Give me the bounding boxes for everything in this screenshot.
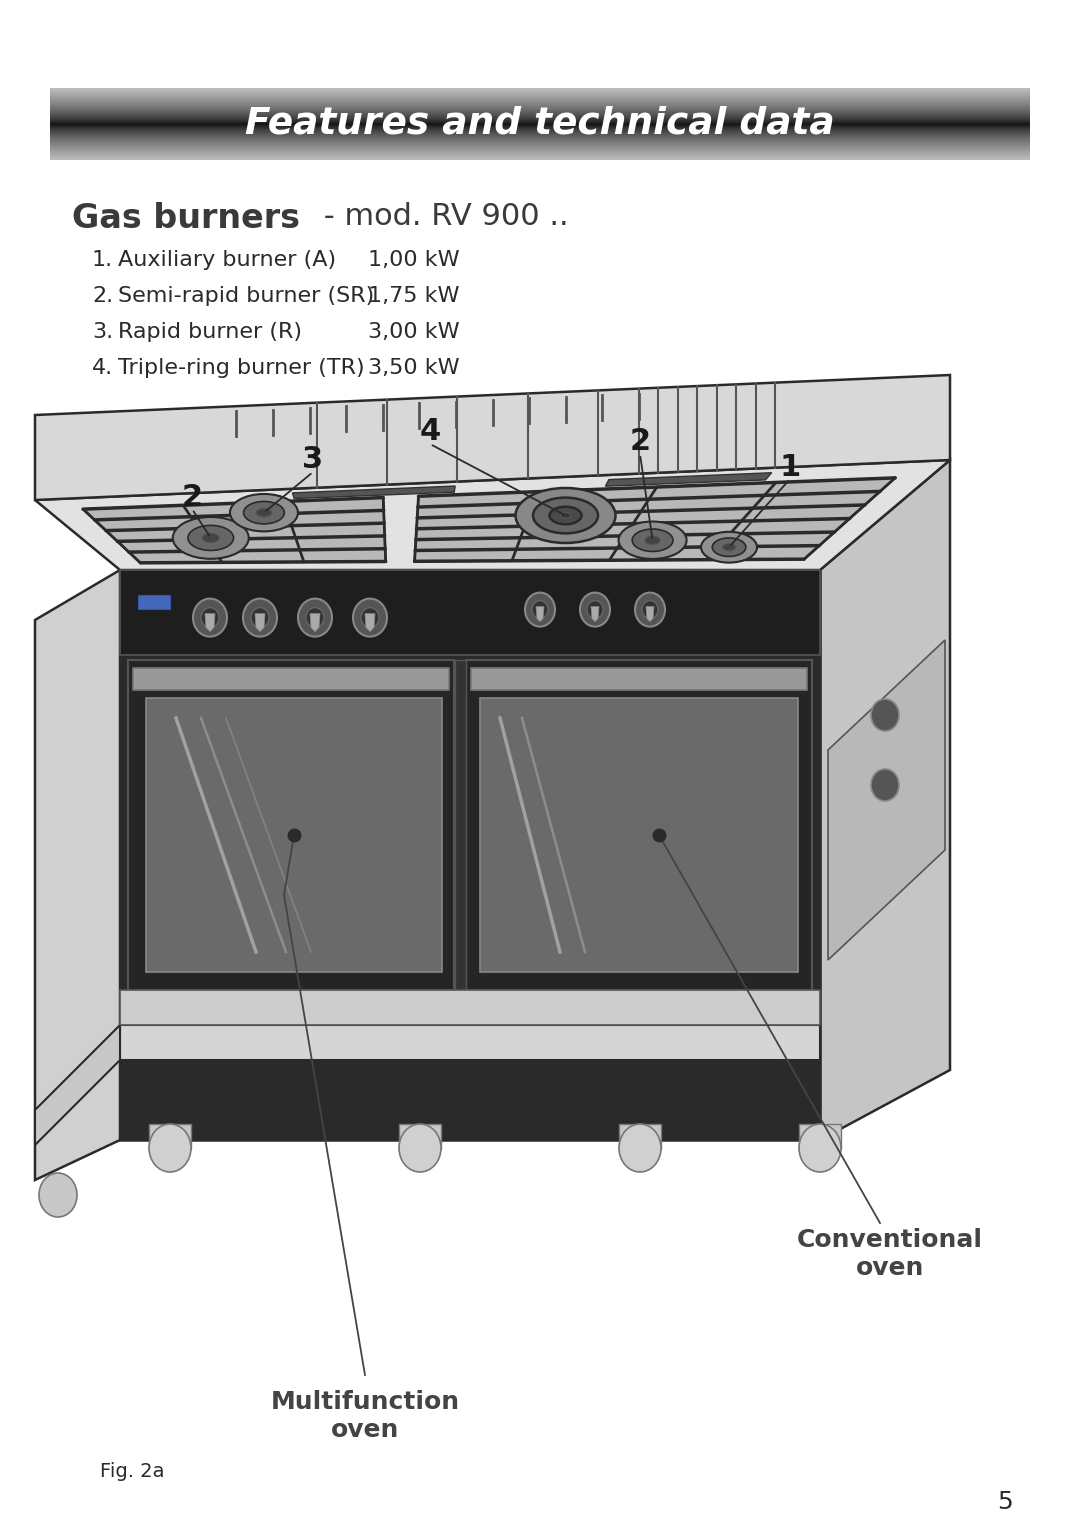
Ellipse shape: [244, 501, 284, 524]
Ellipse shape: [188, 525, 233, 550]
Ellipse shape: [632, 529, 673, 552]
Ellipse shape: [399, 1124, 441, 1172]
Bar: [133, 668, 449, 689]
Text: 2: 2: [181, 483, 203, 512]
Ellipse shape: [149, 1124, 191, 1172]
Polygon shape: [83, 498, 386, 562]
Ellipse shape: [201, 608, 219, 628]
Text: 3.: 3.: [92, 322, 113, 342]
Text: Gas burners: Gas burners: [72, 202, 300, 234]
Text: 1.: 1.: [92, 250, 113, 270]
Bar: [471, 668, 807, 689]
Polygon shape: [606, 473, 772, 486]
Ellipse shape: [701, 532, 757, 562]
Ellipse shape: [635, 593, 665, 627]
Ellipse shape: [561, 513, 570, 518]
Polygon shape: [310, 614, 320, 631]
Ellipse shape: [550, 507, 581, 524]
Text: 3,50 kW: 3,50 kW: [368, 358, 460, 378]
Bar: [138, 594, 170, 610]
Polygon shape: [646, 607, 654, 622]
Text: 1,00 kW: 1,00 kW: [368, 250, 460, 270]
Ellipse shape: [712, 538, 746, 556]
Bar: [120, 1025, 820, 1060]
Polygon shape: [35, 375, 950, 499]
Ellipse shape: [532, 601, 548, 619]
Ellipse shape: [361, 608, 379, 628]
Polygon shape: [828, 640, 945, 961]
Polygon shape: [365, 614, 375, 631]
Bar: [120, 990, 820, 1025]
Bar: [129, 660, 454, 990]
Ellipse shape: [251, 608, 269, 628]
Text: Fig. 2a: Fig. 2a: [100, 1462, 164, 1481]
Polygon shape: [536, 607, 544, 622]
Text: - mod. RV 900 ..: - mod. RV 900 ..: [314, 202, 569, 231]
Ellipse shape: [256, 509, 271, 516]
Polygon shape: [35, 570, 120, 1180]
Ellipse shape: [243, 599, 276, 637]
Polygon shape: [415, 478, 895, 561]
Ellipse shape: [230, 493, 298, 532]
Ellipse shape: [298, 599, 332, 637]
Polygon shape: [35, 460, 950, 570]
Text: Semi-rapid burner (SR): Semi-rapid burner (SR): [118, 286, 375, 306]
Ellipse shape: [642, 601, 658, 619]
Text: Triple-ring burner (TR): Triple-ring burner (TR): [118, 358, 365, 378]
Ellipse shape: [39, 1174, 77, 1216]
Ellipse shape: [173, 516, 248, 559]
Bar: [146, 699, 442, 971]
Ellipse shape: [202, 533, 219, 542]
Ellipse shape: [534, 498, 598, 533]
Ellipse shape: [353, 599, 387, 637]
Bar: [399, 1124, 441, 1149]
Ellipse shape: [193, 599, 227, 637]
Text: 3,00 kW: 3,00 kW: [368, 322, 460, 342]
Bar: [455, 660, 465, 990]
Ellipse shape: [723, 544, 735, 550]
Polygon shape: [591, 607, 599, 622]
Ellipse shape: [525, 593, 555, 627]
Ellipse shape: [645, 536, 660, 544]
Text: Rapid burner (R): Rapid burner (R): [118, 322, 302, 342]
Ellipse shape: [870, 769, 899, 801]
Bar: [799, 1124, 841, 1149]
Ellipse shape: [799, 1124, 841, 1172]
Text: 2: 2: [630, 427, 650, 457]
Text: 5: 5: [997, 1491, 1013, 1514]
Ellipse shape: [870, 699, 899, 731]
Polygon shape: [120, 570, 820, 1140]
Ellipse shape: [588, 601, 603, 619]
Text: 2.: 2.: [92, 286, 113, 306]
Text: 4: 4: [419, 418, 441, 446]
Polygon shape: [255, 614, 265, 631]
Bar: [120, 570, 820, 656]
Text: Conventional
oven: Conventional oven: [797, 1229, 983, 1279]
Text: Auxiliary burner (A): Auxiliary burner (A): [118, 250, 336, 270]
Text: 1: 1: [780, 452, 800, 481]
Text: Multifunction
oven: Multifunction oven: [270, 1390, 460, 1442]
Ellipse shape: [306, 608, 324, 628]
Polygon shape: [35, 1025, 120, 1144]
Polygon shape: [820, 460, 950, 1140]
Text: 1,75 kW: 1,75 kW: [368, 286, 459, 306]
Ellipse shape: [515, 489, 616, 542]
Text: 4.: 4.: [92, 358, 113, 378]
Text: Features and technical data: Features and technical data: [245, 106, 835, 142]
Bar: [149, 1124, 191, 1149]
Bar: [480, 699, 798, 971]
Bar: [465, 660, 812, 990]
Bar: [619, 1124, 661, 1149]
Polygon shape: [293, 486, 455, 498]
Ellipse shape: [580, 593, 610, 627]
Ellipse shape: [619, 521, 687, 559]
Ellipse shape: [619, 1124, 661, 1172]
Polygon shape: [205, 614, 215, 631]
Text: 3: 3: [302, 446, 324, 475]
